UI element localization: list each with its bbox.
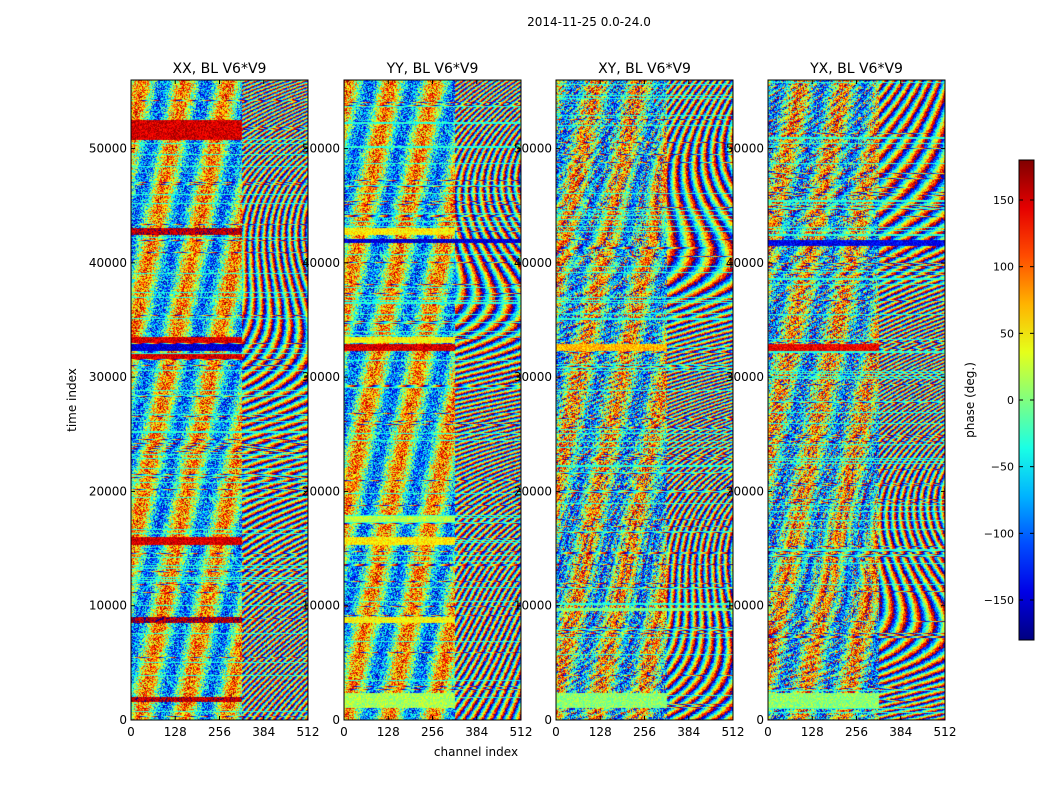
x-tick-label: 384	[677, 725, 700, 739]
x-tick-label: 384	[252, 725, 275, 739]
phase-heatmap	[344, 80, 521, 720]
x-tick-label: 512	[722, 725, 745, 739]
colorbar-tick-label: 100	[993, 261, 1014, 274]
x-tick-label: 0	[552, 725, 560, 739]
y-tick-label: 40000	[726, 256, 764, 270]
colorbar: 150 100 50 0 −50 −100 −150	[984, 159, 1035, 641]
panel-title: XX, BL V6*V9	[173, 61, 267, 77]
phase-heatmap	[768, 80, 945, 720]
y-tick-label: 30000	[726, 370, 764, 384]
y-tick-label: 50000	[89, 142, 127, 156]
panel-3: XY, BL V6*V9 0 128 256 384 512 0 10000 20000 3000…	[514, 61, 745, 739]
y-tick-label: 0	[544, 713, 552, 727]
x-tick-label: 384	[889, 725, 912, 739]
x-tick-label: 128	[164, 725, 187, 739]
x-tick-label: 0	[340, 725, 348, 739]
x-tick-label: 0	[764, 725, 772, 739]
y-tick-label: 20000	[302, 484, 340, 498]
panel-title: XY, BL V6*V9	[598, 61, 691, 77]
phase-heatmap	[556, 80, 733, 720]
x-tick-label: 128	[377, 725, 400, 739]
x-tick-label: 128	[589, 725, 612, 739]
colorbar-tick-label: −150	[984, 594, 1014, 607]
y-tick-label: 10000	[726, 599, 764, 613]
y-tick-label: 20000	[89, 484, 127, 498]
colorbar-tick-label: −100	[984, 527, 1014, 540]
y-tick-label: 30000	[302, 370, 340, 384]
phase-heatmap	[131, 80, 308, 720]
colorbar-tick-label: 50	[1000, 327, 1014, 340]
panel-1: XX, BL V6*V9 0 128 256 384 512 0 10000 20000 3000…	[89, 61, 320, 739]
y-tick-label: 0	[332, 713, 340, 727]
x-axis-label: channel index	[434, 745, 518, 759]
y-tick-label: 50000	[726, 142, 764, 156]
x-tick-label: 256	[421, 725, 444, 739]
y-tick-label: 50000	[302, 142, 340, 156]
x-tick-label: 384	[465, 725, 488, 739]
x-tick-label: 512	[934, 725, 957, 739]
colorbar-label: phase (deg.)	[963, 362, 977, 438]
panels: XX, BL V6*V9 0 128 256 384 512 0 10000 20000 3000…	[89, 61, 957, 739]
colorbar-tick-label: −50	[991, 461, 1014, 474]
x-tick-label: 256	[633, 725, 656, 739]
y-tick-label: 40000	[514, 256, 552, 270]
x-tick-label: 128	[801, 725, 824, 739]
y-tick-label: 30000	[89, 370, 127, 384]
colorbar-tick-label: 150	[993, 194, 1014, 207]
y-tick-label: 0	[119, 713, 127, 727]
colorbar-tick-label: 0	[1007, 394, 1014, 407]
y-tick-label: 30000	[514, 370, 552, 384]
x-tick-label: 512	[510, 725, 533, 739]
y-tick-label: 0	[756, 713, 764, 727]
y-tick-label: 20000	[514, 484, 552, 498]
panel-title: YY, BL V6*V9	[386, 61, 479, 77]
x-tick-label: 512	[297, 725, 320, 739]
y-tick-label: 20000	[726, 484, 764, 498]
panel-4: YX, BL V6*V9 0 128 256 384 512 0 10000 20000 3000…	[726, 61, 957, 739]
y-axis-label: time index	[65, 368, 79, 432]
y-tick-label: 10000	[302, 599, 340, 613]
y-tick-label: 10000	[514, 599, 552, 613]
x-tick-label: 256	[845, 725, 868, 739]
y-tick-label: 40000	[302, 256, 340, 270]
panel-2: YY, BL V6*V9 0 128 256 384 512 0 10000 20000 3000…	[302, 61, 533, 739]
y-tick-label: 40000	[89, 256, 127, 270]
y-tick-label: 50000	[514, 142, 552, 156]
figure-suptitle: 2014-11-25 0.0-24.0	[527, 15, 651, 29]
y-tick-label: 10000	[89, 599, 127, 613]
x-tick-label: 0	[127, 725, 135, 739]
x-tick-label: 256	[208, 725, 231, 739]
panel-title: YX, BL V6*V9	[809, 61, 903, 77]
